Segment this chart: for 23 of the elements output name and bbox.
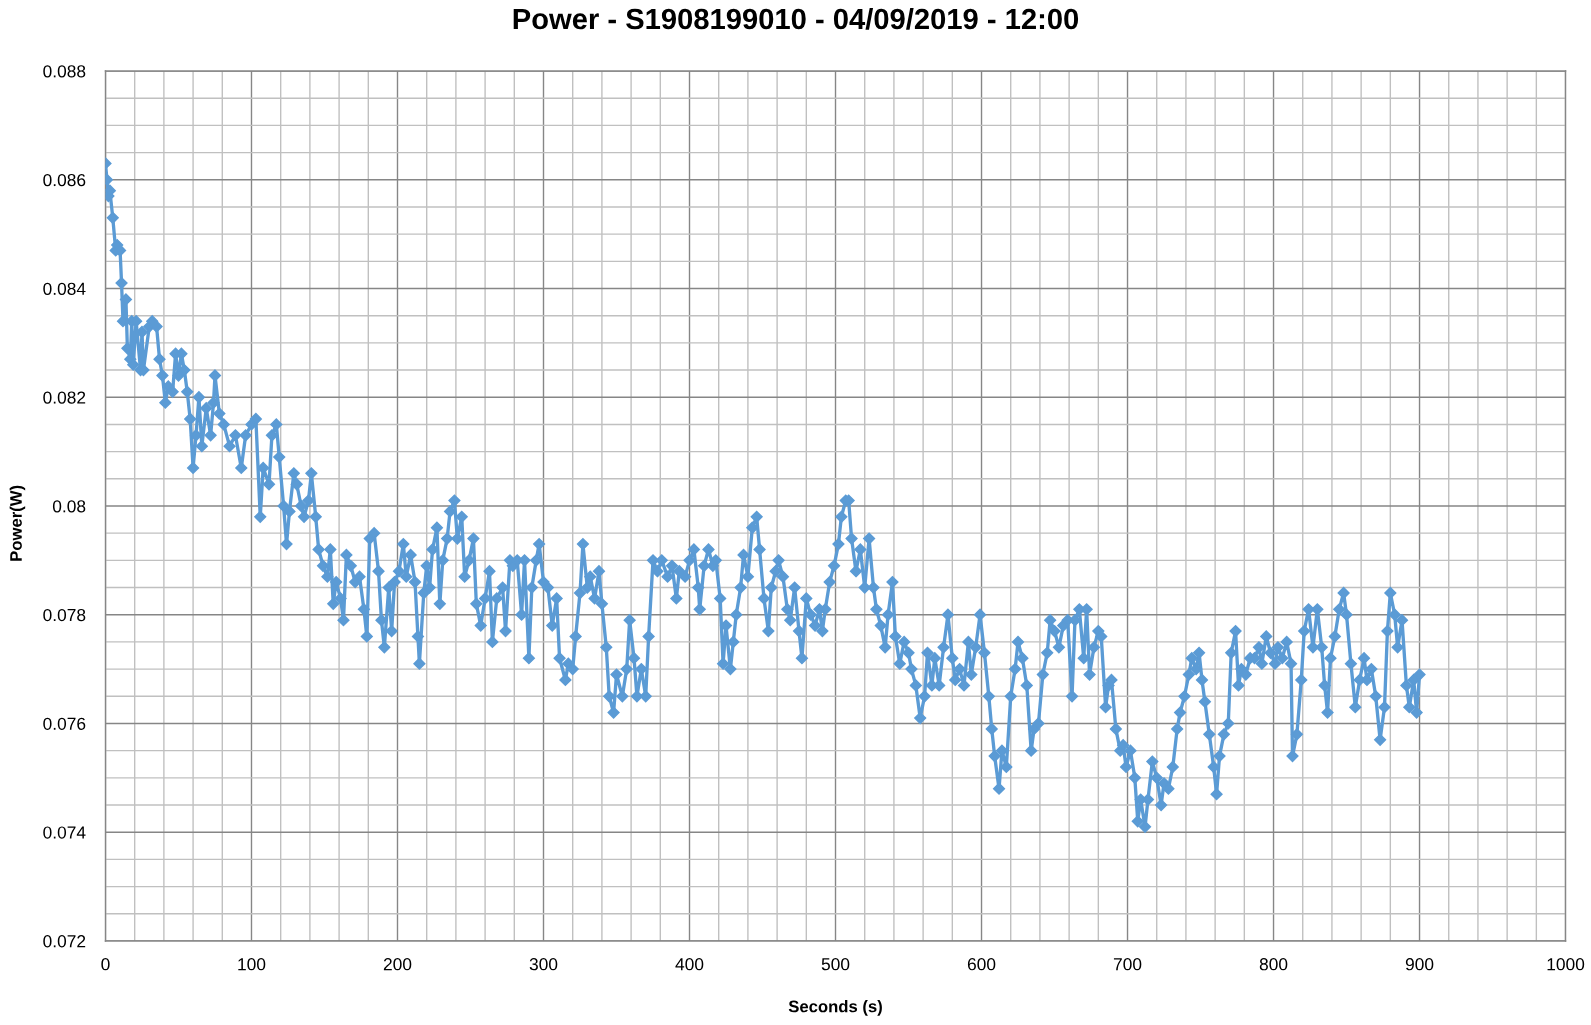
y-tick-label: 0.072 bbox=[43, 935, 86, 948]
x-tick-label: 500 bbox=[821, 958, 850, 971]
x-tick-label: 700 bbox=[1113, 958, 1142, 971]
x-tick-label: 200 bbox=[383, 958, 412, 971]
y-tick-label: 0.074 bbox=[43, 826, 86, 839]
x-tick-label: 600 bbox=[967, 958, 996, 971]
x-tick-label: 400 bbox=[675, 958, 704, 971]
y-axis-title: Power(W) bbox=[9, 485, 26, 561]
x-tick-label: 1000 bbox=[1547, 958, 1585, 971]
y-tick-label: 0.088 bbox=[43, 65, 86, 78]
y-tick-label: 0.084 bbox=[43, 282, 86, 295]
x-tick-label: 0 bbox=[101, 958, 110, 971]
y-tick-label: 0.076 bbox=[43, 717, 86, 730]
y-tick-label: 0.078 bbox=[43, 608, 86, 622]
x-tick-label: 900 bbox=[1405, 958, 1434, 971]
y-tick-label: 0.082 bbox=[43, 391, 86, 404]
x-tick-label: 300 bbox=[529, 958, 558, 971]
x-tick-label: 100 bbox=[238, 958, 266, 971]
y-tick-label: 0.08 bbox=[52, 500, 86, 513]
x-tick-label: 800 bbox=[1259, 958, 1288, 971]
x-axis-title: Seconds (s) bbox=[788, 1000, 882, 1016]
y-tick-label: 0.086 bbox=[43, 173, 86, 187]
chart-title: Power - S1908199010 - 04/09/2019 - 12:00 bbox=[513, 7, 1079, 30]
